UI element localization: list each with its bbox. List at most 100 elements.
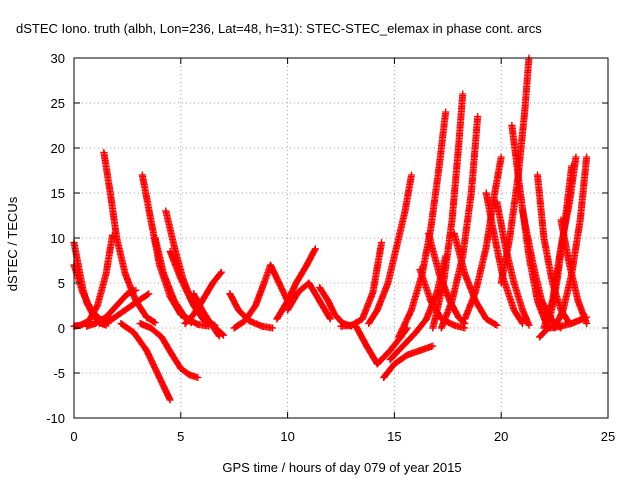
- data-point: [123, 290, 131, 298]
- data-point: [482, 189, 490, 197]
- data-point: [194, 374, 202, 381]
- data-point: [572, 153, 580, 161]
- data-point: [482, 243, 490, 251]
- data-point: [540, 234, 548, 242]
- data-point: [273, 275, 281, 282]
- series-trail: [162, 207, 218, 329]
- data-point: [467, 189, 475, 197]
- data-point: [393, 243, 401, 251]
- data-point: [384, 279, 392, 287]
- data-point: [412, 329, 420, 336]
- series-trail: [365, 173, 415, 327]
- data-series: [337, 239, 386, 330]
- data-point: [578, 315, 586, 323]
- data-point: [395, 333, 403, 341]
- data-point: [506, 234, 514, 242]
- data-point: [136, 320, 144, 327]
- data-point: [448, 297, 456, 305]
- data-point: [454, 144, 462, 152]
- data-point: [576, 216, 584, 224]
- data-point: [147, 216, 155, 224]
- data-point: [574, 297, 582, 305]
- data-point: [190, 290, 198, 298]
- y-tick-label: 15: [51, 186, 65, 201]
- data-point: [566, 198, 574, 206]
- data-series: [557, 216, 591, 327]
- data-point: [324, 297, 332, 305]
- data-point: [269, 324, 277, 332]
- data-point: [508, 122, 516, 129]
- data-point: [134, 297, 142, 305]
- data-series: [395, 108, 450, 341]
- data-series: [117, 320, 174, 404]
- y-tick-label: 10: [51, 231, 65, 246]
- data-point: [162, 207, 170, 215]
- data-series: [136, 320, 202, 381]
- data-point: [474, 113, 482, 120]
- data-point: [373, 360, 381, 368]
- data-point: [166, 396, 174, 404]
- data-point: [493, 321, 501, 329]
- data-point: [369, 288, 377, 296]
- data-point: [113, 302, 121, 309]
- data-point: [416, 266, 424, 273]
- data-point: [267, 261, 275, 269]
- data-point: [407, 306, 415, 314]
- data-point: [352, 322, 360, 330]
- data-point: [143, 347, 151, 354]
- data-point: [386, 347, 394, 354]
- data-point: [100, 149, 108, 156]
- data-point: [326, 315, 334, 323]
- x-tick-label: 0: [70, 429, 77, 444]
- data-point: [160, 270, 168, 278]
- data-point: [96, 320, 104, 327]
- data-point: [583, 313, 591, 321]
- data-point: [461, 315, 469, 323]
- data-series: [96, 290, 153, 327]
- data-point: [386, 356, 394, 363]
- data-point: [363, 342, 371, 350]
- data-series: [138, 171, 195, 327]
- data-point: [373, 306, 381, 314]
- data-point: [226, 290, 234, 298]
- data-point: [583, 153, 591, 161]
- data-series: [546, 313, 591, 332]
- data-series: [461, 153, 505, 323]
- y-tick-label: 25: [51, 96, 65, 111]
- data-point: [145, 290, 153, 298]
- data-point: [365, 320, 373, 327]
- data-point: [209, 279, 217, 287]
- data-point: [121, 306, 129, 314]
- data-point: [548, 297, 556, 305]
- data-point: [337, 322, 345, 330]
- data-point: [234, 306, 242, 314]
- series-trail: [117, 320, 173, 403]
- data-points: [70, 54, 591, 404]
- data-point: [292, 279, 300, 287]
- data-point: [170, 297, 178, 305]
- data-point: [427, 297, 435, 305]
- chart-title: dSTEC Iono. truth (albh, Lon=236, Lat=48…: [16, 21, 542, 36]
- data-series: [365, 171, 415, 327]
- data-point: [491, 189, 499, 197]
- data-point: [194, 320, 202, 328]
- data-point: [303, 261, 311, 269]
- data-point: [87, 306, 95, 314]
- data-point: [132, 286, 140, 294]
- data-point: [181, 320, 189, 327]
- data-point: [153, 369, 161, 377]
- data-point: [273, 315, 281, 323]
- data-point: [427, 225, 435, 233]
- data-point: [185, 371, 193, 379]
- y-tick-label: 30: [51, 51, 65, 66]
- data-point: [493, 198, 501, 206]
- data-point: [461, 270, 469, 278]
- data-point: [557, 322, 565, 330]
- data-point: [168, 351, 176, 359]
- data-series: [151, 234, 213, 330]
- data-point: [166, 248, 174, 255]
- data-point: [435, 162, 443, 170]
- data-point: [454, 313, 462, 321]
- data-point: [151, 234, 159, 242]
